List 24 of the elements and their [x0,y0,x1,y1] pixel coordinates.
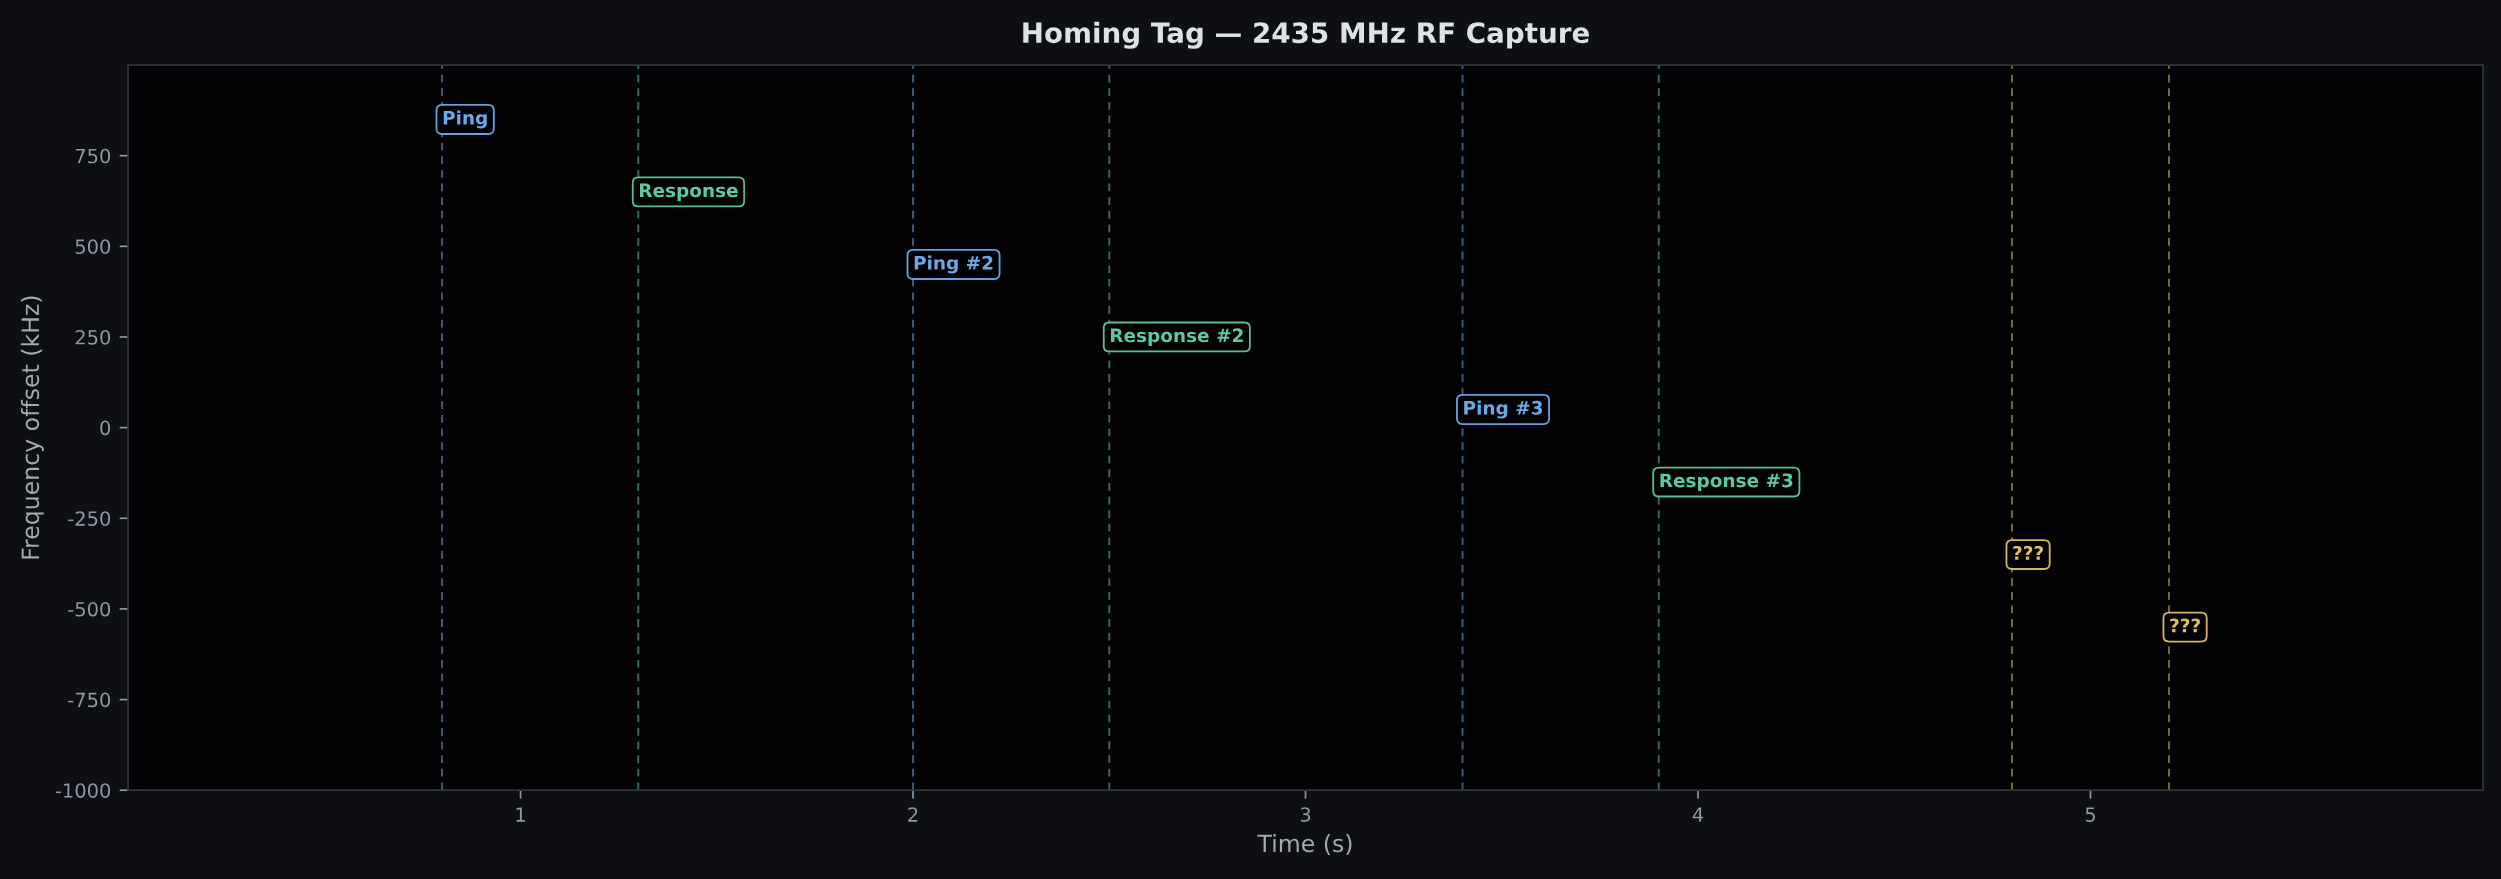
x-tick-label: 1 [516,807,525,822]
x-tick-label: 5 [2085,807,2095,822]
y-tick-label: -1000 [55,783,111,798]
y-tick-label: 750 [75,148,111,164]
annotation: ??? [2170,618,2200,633]
x-tick-label: 2 [908,807,918,822]
annotation: Response #2 [1110,328,1243,346]
annotation: ??? [2013,545,2043,560]
y-axis-title: Frequency offset (kHz) [20,296,44,559]
x-axis-title: Time (s) [1257,834,1352,856]
chart-title: Homing Tag — 2435 MHz RF Capture [1023,21,1589,49]
y-tick-label: 0 [100,420,111,436]
x-tick-label: 3 [1300,807,1311,822]
y-tick-label: -750 [68,692,111,708]
annotation: Ping [443,110,487,129]
y-tick-label: -500 [68,601,111,617]
y-tick-label: 250 [75,329,111,345]
annotation: Ping #3 [1464,400,1543,419]
x-tick-label: 4 [1692,807,1704,822]
annotation: Response #3 [1660,473,1793,491]
annotation: Response [639,183,738,201]
annotation: Ping #2 [914,255,993,274]
y-tick-label: -250 [68,511,111,526]
y-tick-label: 500 [75,239,111,254]
